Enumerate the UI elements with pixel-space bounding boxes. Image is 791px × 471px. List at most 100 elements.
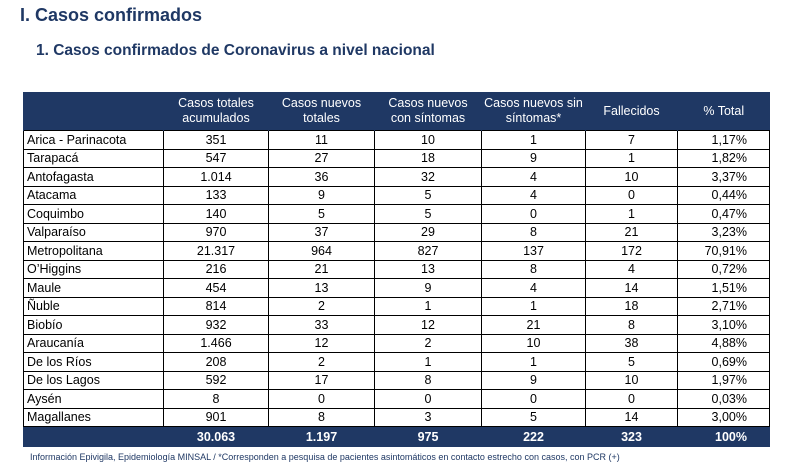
new-asymptomatic-cell: 1: [481, 352, 586, 372]
new-symptomatic-cell: 9: [374, 278, 482, 298]
percent-cell: 0,47%: [677, 204, 770, 224]
table-row: Magallanes 901 8 3 5 14 3,00%: [23, 407, 770, 427]
total-cases-cell: 970: [163, 222, 269, 242]
percent-cell: 0,03%: [677, 389, 770, 409]
table-row: Metropolitana 21.317 964 827 137 172 70,91%: [23, 241, 770, 261]
new-symptomatic-cell: 3: [374, 407, 482, 427]
new-symptomatic-cell: 1: [374, 352, 482, 372]
new-asymptomatic-cell: 9: [481, 370, 586, 390]
column-header-total-cases: Casos totales acumulados: [163, 92, 269, 131]
region-cell: Coquimbo: [23, 204, 164, 224]
region-cell: Aysén: [23, 389, 164, 409]
column-header-percent-total: % Total: [677, 92, 770, 131]
new-cases-cell: 33: [268, 315, 375, 335]
new-asymptomatic-cell: 8: [481, 259, 586, 279]
table-row: Biobío 932 33 12 21 8 3,10%: [23, 315, 770, 335]
column-header-new-cases: Casos nuevos totales: [268, 92, 375, 131]
region-cell: Arica - Parinacota: [23, 130, 164, 150]
table-row: De los Lagos 592 17 8 9 10 1,97%: [23, 370, 770, 390]
total-cases-cell: 216: [163, 259, 269, 279]
new-symptomatic-cell: 1: [374, 296, 482, 316]
deaths-cell: 10: [585, 370, 678, 390]
new-cases-cell: 37: [268, 222, 375, 242]
percent-cell: 3,00%: [677, 407, 770, 427]
percent-cell: 1,51%: [677, 278, 770, 298]
percent-cell: 0,69%: [677, 352, 770, 372]
total-cases-cell: 351: [163, 130, 269, 150]
region-cell: Araucanía: [23, 333, 164, 353]
percent-cell: 100%: [677, 426, 770, 447]
percent-cell: 70,91%: [677, 241, 770, 261]
deaths-cell: 18: [585, 296, 678, 316]
new-asymptomatic-cell: 137: [481, 241, 586, 261]
total-cases-cell: 208: [163, 352, 269, 372]
region-cell: Atacama: [23, 185, 164, 205]
total-cases-cell: 140: [163, 204, 269, 224]
region-cell: Ñuble: [23, 296, 164, 316]
table-row: Araucanía 1.466 12 2 10 38 4,88%: [23, 333, 770, 353]
new-cases-cell: 2: [268, 296, 375, 316]
region-cell: Maule: [23, 278, 164, 298]
deaths-cell: 5: [585, 352, 678, 372]
new-asymptomatic-cell: 10: [481, 333, 586, 353]
table-row: Antofagasta 1.014 36 32 4 10 3,37%: [23, 167, 770, 187]
percent-cell: 0,44%: [677, 185, 770, 205]
region-cell: [23, 426, 164, 447]
deaths-cell: 10: [585, 167, 678, 187]
total-row: 30.063 1.197 975 222 323 100%: [23, 426, 770, 447]
new-symptomatic-cell: 975: [374, 426, 482, 447]
cases-table: Casos totales acumulados Casos nuevos to…: [23, 92, 770, 447]
table-row: Arica - Parinacota 351 11 10 1 7 1,17%: [23, 130, 770, 150]
percent-cell: 4,88%: [677, 333, 770, 353]
new-asymptomatic-cell: 1: [481, 296, 586, 316]
new-cases-cell: 21: [268, 259, 375, 279]
new-cases-cell: 12: [268, 333, 375, 353]
new-cases-cell: 5: [268, 204, 375, 224]
region-cell: Tarapacá: [23, 148, 164, 168]
table-row: O’Higgins 216 21 13 8 4 0,72%: [23, 259, 770, 279]
table-header-row: Casos totales acumulados Casos nuevos to…: [23, 92, 770, 131]
new-cases-cell: 2: [268, 352, 375, 372]
new-symptomatic-cell: 29: [374, 222, 482, 242]
new-symptomatic-cell: 8: [374, 370, 482, 390]
region-cell: De los Ríos: [23, 352, 164, 372]
percent-cell: 0,72%: [677, 259, 770, 279]
table-row: Ñuble 814 2 1 1 18 2,71%: [23, 296, 770, 316]
deaths-cell: 8: [585, 315, 678, 335]
deaths-cell: 4: [585, 259, 678, 279]
total-cases-cell: 1.466: [163, 333, 269, 353]
total-cases-cell: 814: [163, 296, 269, 316]
total-cases-cell: 454: [163, 278, 269, 298]
deaths-cell: 0: [585, 389, 678, 409]
region-cell: Metropolitana: [23, 241, 164, 261]
new-cases-cell: 27: [268, 148, 375, 168]
deaths-cell: 14: [585, 407, 678, 427]
total-cases-cell: 592: [163, 370, 269, 390]
new-asymptomatic-cell: 4: [481, 185, 586, 205]
new-asymptomatic-cell: 4: [481, 278, 586, 298]
new-asymptomatic-cell: 0: [481, 204, 586, 224]
new-asymptomatic-cell: 222: [481, 426, 586, 447]
deaths-cell: 323: [585, 426, 678, 447]
column-header-region: [23, 92, 164, 131]
new-symptomatic-cell: 2: [374, 333, 482, 353]
table-row: De los Ríos 208 2 1 1 5 0,69%: [23, 352, 770, 372]
total-cases-cell: 21.317: [163, 241, 269, 261]
total-cases-cell: 932: [163, 315, 269, 335]
deaths-cell: 172: [585, 241, 678, 261]
region-cell: Valparaíso: [23, 222, 164, 242]
deaths-cell: 1: [585, 148, 678, 168]
table-row: Tarapacá 547 27 18 9 1 1,82%: [23, 148, 770, 168]
new-asymptomatic-cell: 8: [481, 222, 586, 242]
new-symptomatic-cell: 827: [374, 241, 482, 261]
new-symptomatic-cell: 12: [374, 315, 482, 335]
new-cases-cell: 11: [268, 130, 375, 150]
table-title: 1. Casos confirmados de Coronavirus a ni…: [36, 42, 435, 59]
new-cases-cell: 964: [268, 241, 375, 261]
percent-cell: 3,23%: [677, 222, 770, 242]
total-cases-cell: 1.014: [163, 167, 269, 187]
percent-cell: 3,37%: [677, 167, 770, 187]
deaths-cell: 38: [585, 333, 678, 353]
section-heading: I. Casos confirmados: [20, 5, 203, 25]
new-asymptomatic-cell: 0: [481, 389, 586, 409]
